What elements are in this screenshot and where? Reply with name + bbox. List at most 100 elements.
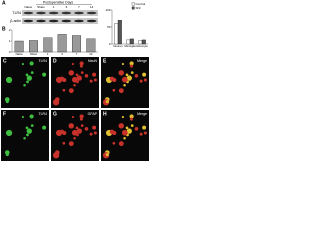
panel-letter: F <box>3 111 6 117</box>
cell <box>112 141 116 145</box>
legend-swatch <box>131 2 135 6</box>
cell <box>142 72 147 77</box>
cell <box>73 136 76 140</box>
cell <box>26 75 32 81</box>
cell <box>71 129 78 136</box>
figure: A Postoperative Days B Naive Sham 1 3 7 14 TLR… <box>1 0 149 161</box>
legend-label: Control <box>136 2 146 6</box>
y-tick-label: 1 <box>9 39 11 43</box>
stain-label: TLR4 <box>38 59 47 63</box>
cell <box>79 114 84 119</box>
cell <box>123 83 126 87</box>
bar <box>72 35 81 53</box>
cell <box>112 88 116 92</box>
y-tick-label: 0 <box>9 50 11 54</box>
cell <box>118 70 124 76</box>
bar <box>114 23 119 45</box>
bar <box>129 38 134 45</box>
cell <box>143 78 147 82</box>
cell <box>79 61 84 66</box>
bar <box>117 20 122 45</box>
panel-letter: D <box>53 58 57 64</box>
y-tick-label: 0 <box>109 42 111 46</box>
cell <box>109 129 115 135</box>
panel-letter: G <box>53 111 57 117</box>
lane-label: Naive <box>24 5 32 9</box>
blot-band <box>36 11 46 15</box>
cell <box>21 115 25 119</box>
cell <box>89 132 93 136</box>
cell <box>92 125 97 130</box>
cell <box>73 83 76 87</box>
blot-band <box>86 11 97 15</box>
stain-label: NeuN <box>88 59 97 63</box>
x-tick-label: Naive <box>16 52 24 56</box>
lane-label: 14 <box>90 5 94 9</box>
cell <box>76 128 82 134</box>
cell <box>79 64 83 68</box>
cell <box>129 117 133 121</box>
blot-band <box>23 19 34 23</box>
stain-label: TLR4 <box>38 112 47 116</box>
cell <box>68 88 74 94</box>
cell <box>105 153 109 157</box>
blot-band <box>86 19 97 23</box>
blot-band <box>61 11 72 15</box>
lane-label: Sham <box>37 5 45 9</box>
x-tick-label: 1 <box>47 52 49 56</box>
cell <box>89 79 93 83</box>
blot-band <box>74 19 84 23</box>
bar <box>141 39 146 45</box>
cell <box>5 76 13 84</box>
cell <box>55 100 59 104</box>
cell <box>75 126 79 130</box>
cell <box>42 125 47 130</box>
cell <box>71 76 78 83</box>
panel-letter: C <box>3 58 7 64</box>
cell <box>121 76 128 83</box>
x-tick-label: Microglia <box>124 44 136 48</box>
stain-label: Merge <box>137 59 147 63</box>
cell <box>5 100 9 104</box>
cell <box>42 72 47 77</box>
cell <box>129 114 134 119</box>
cell <box>125 73 129 77</box>
cell <box>105 100 109 104</box>
cell <box>23 83 26 87</box>
x-tick-label: Astrocyte <box>136 44 148 48</box>
cell <box>55 153 59 157</box>
cell <box>5 153 9 157</box>
panel-letter: A <box>2 0 6 6</box>
blot-strip <box>22 10 98 16</box>
cell <box>76 75 82 81</box>
cell <box>130 124 134 128</box>
cell <box>21 62 25 66</box>
cell <box>5 129 13 137</box>
cell <box>29 61 34 66</box>
x-tick-label: 7 <box>76 52 78 56</box>
cell <box>143 131 147 135</box>
bar <box>29 40 38 53</box>
bar <box>14 40 24 53</box>
cell <box>126 75 132 81</box>
cell <box>25 126 29 130</box>
panel-letter: B <box>2 26 6 32</box>
blot-band <box>36 19 46 23</box>
legend-label: SNI <box>136 6 141 10</box>
cell <box>109 76 115 82</box>
bar <box>126 39 131 45</box>
bar <box>138 40 143 45</box>
blot-header: Postoperative Days <box>43 0 74 4</box>
cell <box>75 73 79 77</box>
cell <box>30 124 34 128</box>
panel-letter: E <box>103 58 107 64</box>
cell <box>118 88 124 94</box>
cell <box>139 79 143 83</box>
y-tick-label: 100 <box>105 8 110 12</box>
blot-band <box>23 11 34 15</box>
cell <box>26 80 29 84</box>
cell <box>130 71 134 75</box>
cell <box>129 64 133 68</box>
cell <box>68 123 74 129</box>
blot-band <box>74 11 84 15</box>
